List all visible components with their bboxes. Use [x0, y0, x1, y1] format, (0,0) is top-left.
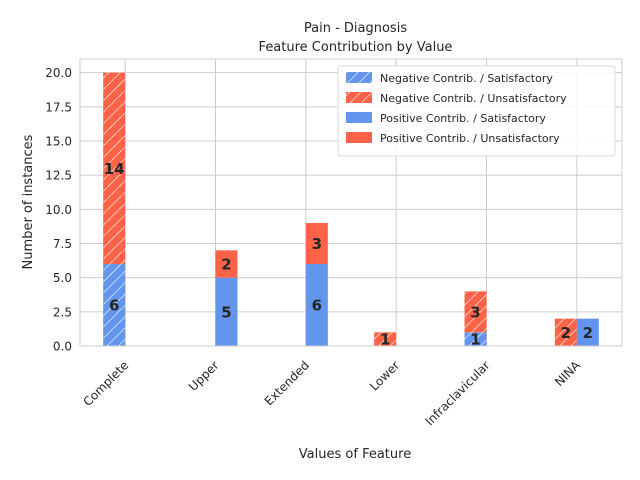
x-tick-label: Complete	[80, 358, 131, 409]
bar	[576, 318, 599, 346]
y-tick-label: 20.0	[45, 66, 72, 80]
bar	[215, 250, 238, 278]
y-tick-label: 12.5	[45, 169, 72, 183]
bar	[305, 223, 328, 264]
bar-hatch	[464, 291, 487, 333]
y-tick-label: 0.0	[53, 340, 72, 354]
data-label: 1	[470, 331, 480, 349]
y-tick-label: 7.5	[53, 237, 72, 251]
data-label: 14	[104, 160, 125, 178]
plot-frame	[79, 58, 623, 347]
chart-subtitle: Feature Contribution by Value	[259, 40, 453, 55]
y-tick-label: 2.5	[53, 305, 72, 319]
x-axis-label: Values of Feature	[299, 447, 411, 462]
y-tick-label: 10.0	[45, 203, 72, 217]
data-label: 5	[221, 303, 231, 321]
legend-entry: Positive Contrib. / Satisfactory	[380, 112, 546, 125]
legend-entry: Positive Contrib. / Unsatisfactory	[380, 132, 560, 145]
bar-hatch	[103, 72, 126, 265]
legend-swatch	[346, 112, 372, 123]
x-tick-label: Upper	[186, 358, 222, 394]
y-axis-label: Number of instances	[21, 134, 36, 269]
bars	[103, 72, 599, 346]
data-label: 6	[312, 297, 322, 315]
data-label: 2	[561, 324, 571, 342]
legend-entry: Negative Contrib. / Unsatisfactory	[380, 92, 567, 105]
x-tick-label: Infraclavicular	[422, 358, 492, 428]
bar-hatch	[103, 264, 126, 346]
legend-swatch-hatch	[346, 72, 372, 83]
legend-swatch-hatch	[346, 92, 372, 103]
data-label: 2	[221, 256, 231, 274]
x-axis-ticks: Complete Upper Extended Lower Infraclavicula…	[80, 358, 583, 429]
bar-hatch	[554, 318, 577, 346]
data-label: 3	[312, 235, 322, 253]
data-label: 1	[380, 331, 390, 349]
bar	[305, 264, 328, 346]
y-tick-label: 17.5	[45, 100, 72, 114]
bar-hatch	[464, 332, 487, 346]
legend-swatch	[346, 132, 372, 143]
x-tick-label: Extended	[262, 358, 312, 408]
data-label: 6	[109, 297, 119, 315]
x-tick-label: NINA	[552, 358, 583, 389]
legend-box	[337, 65, 616, 157]
data-label: 3	[470, 303, 480, 321]
legend: Negative Contrib. / Satisfactory Negative…	[337, 65, 616, 157]
data-label: 2	[583, 324, 593, 342]
bar	[215, 277, 238, 346]
y-tick-label: 5.0	[53, 271, 72, 285]
y-tick-label: 15.0	[45, 135, 72, 149]
bar-hatch	[374, 332, 397, 346]
x-tick-label: Lower	[367, 358, 402, 393]
y-axis-ticks: 0.0 2.5 5.0 7.5 10.0 12.5 15.0 17.5 20.0	[45, 66, 72, 353]
chart-title: Pain - Diagnosis	[304, 21, 407, 36]
legend-entry: Negative Contrib. / Satisfactory	[380, 72, 553, 85]
